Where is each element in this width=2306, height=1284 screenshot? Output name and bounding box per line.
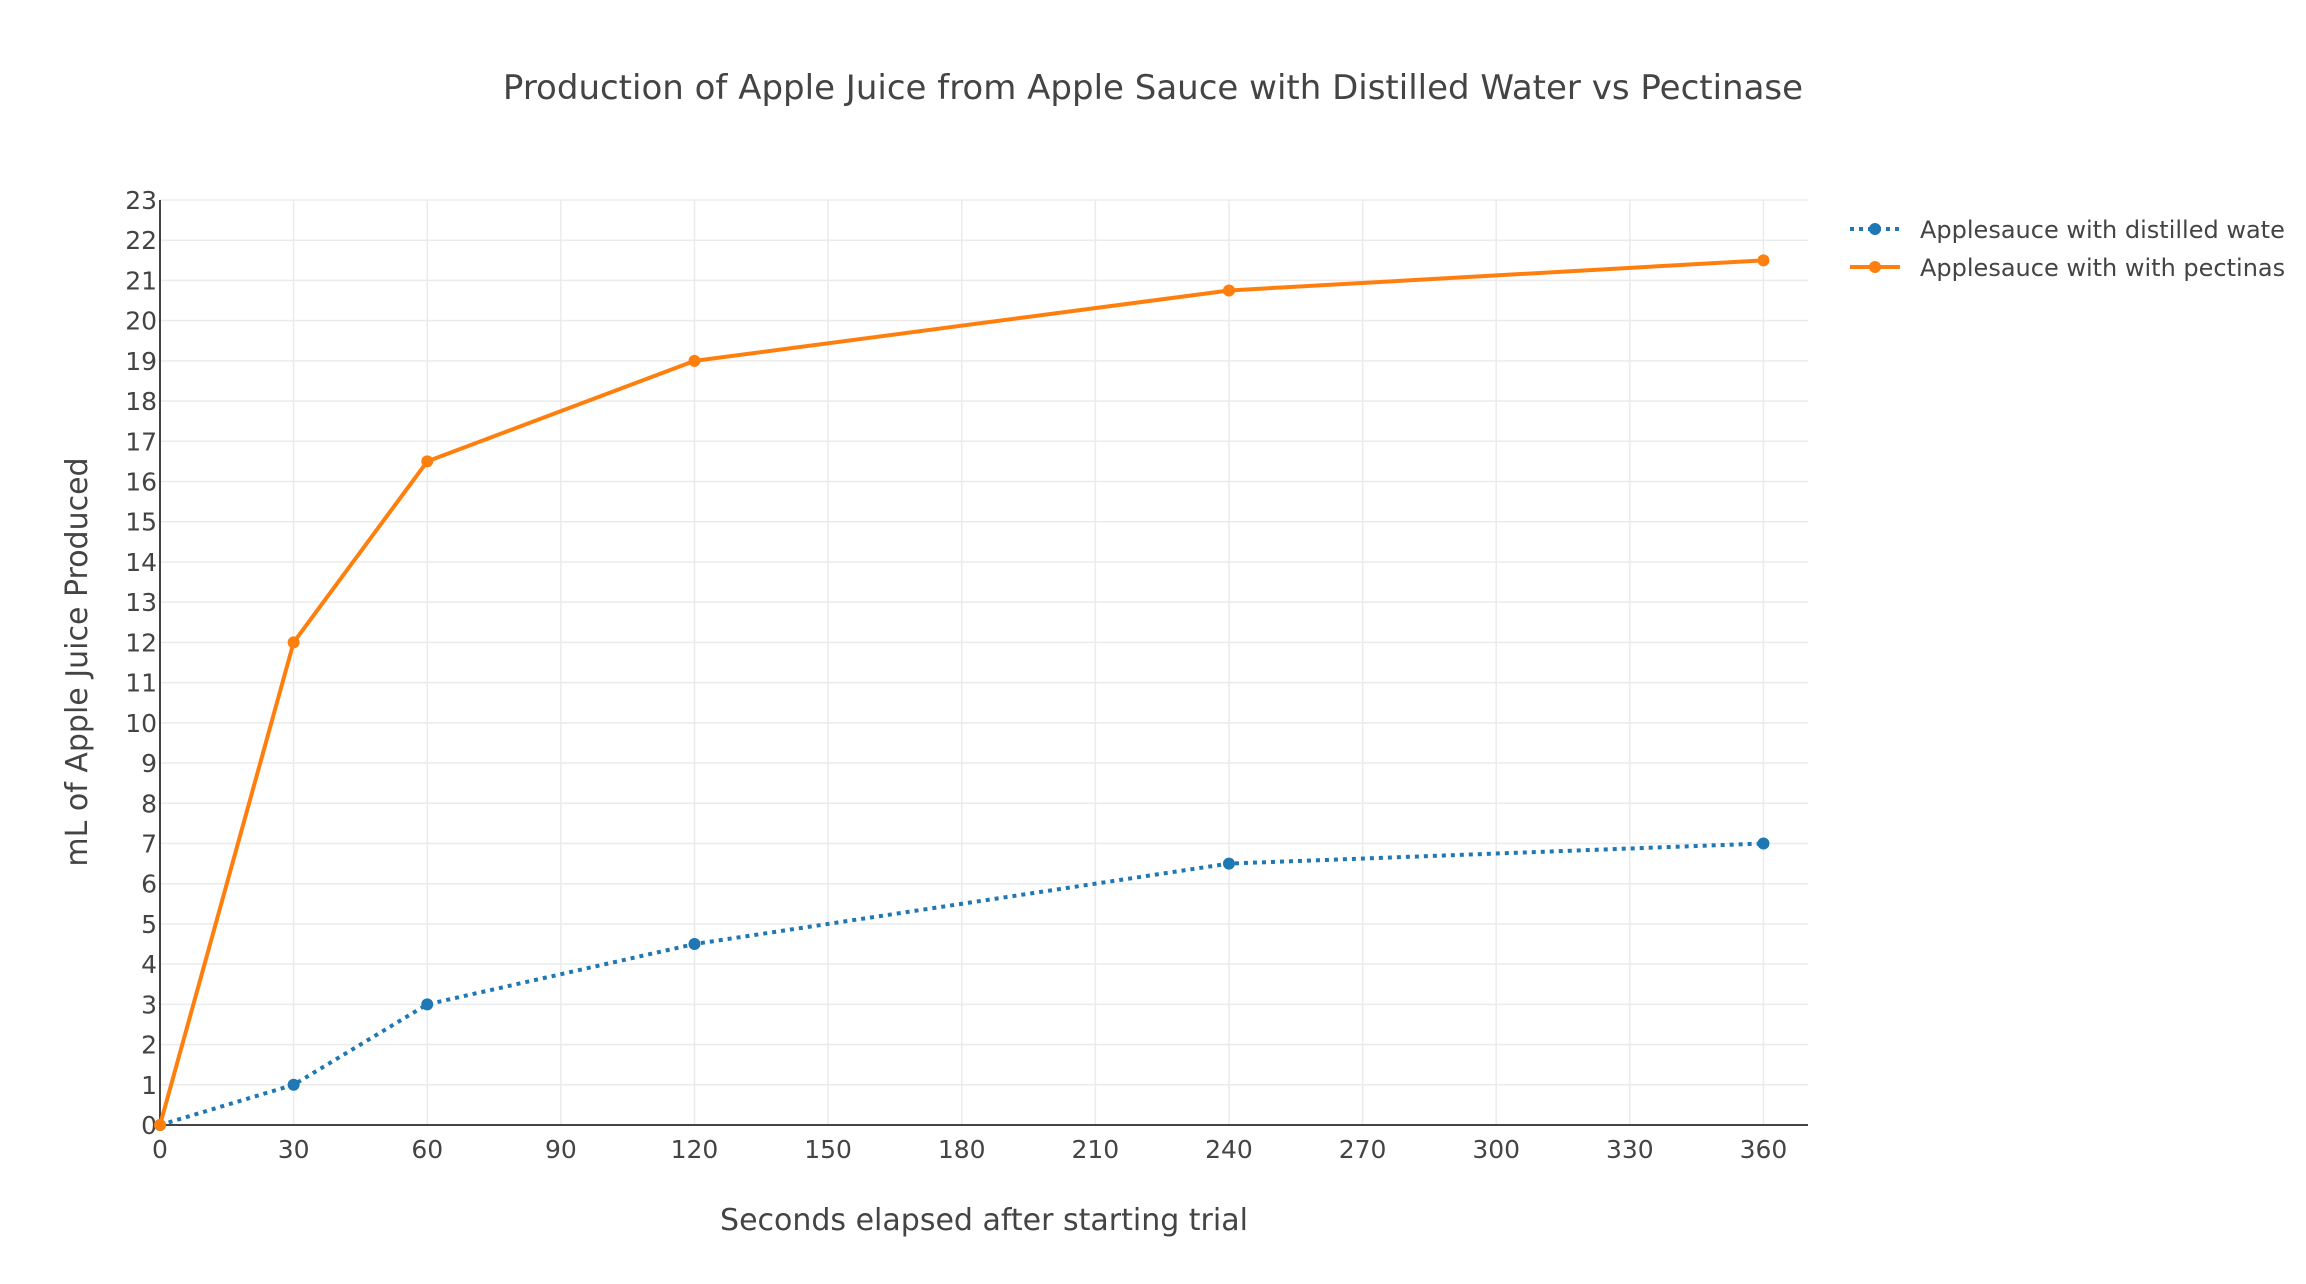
y-tick-label: 20 xyxy=(125,307,157,336)
y-tick-label: 6 xyxy=(141,870,157,899)
data-point[interactable] xyxy=(688,938,701,951)
data-point[interactable] xyxy=(1757,254,1770,267)
y-tick-label: 5 xyxy=(141,910,157,939)
x-tick-label: 180 xyxy=(938,1135,986,1164)
data-point[interactable] xyxy=(287,1078,300,1091)
data-point[interactable] xyxy=(1757,837,1770,850)
series-line xyxy=(159,841,1764,1127)
y-tick-label: 23 xyxy=(125,186,157,215)
y-tick-label: 0 xyxy=(141,1111,157,1140)
y-tick-label: 2 xyxy=(141,1031,157,1060)
y-tick-label: 18 xyxy=(125,387,157,416)
y-tick-label: 12 xyxy=(125,628,157,657)
x-gridlines xyxy=(292,200,1765,1125)
x-tick-label: 30 xyxy=(278,1135,310,1164)
data-point[interactable] xyxy=(1222,857,1235,870)
data-point[interactable] xyxy=(421,455,434,468)
y-tick-label: 17 xyxy=(125,427,157,456)
series-1 xyxy=(154,254,1770,1131)
legend-item-pectinase[interactable]: Applesauce with with pectinas xyxy=(1850,254,2285,282)
data-point[interactable] xyxy=(1222,284,1235,297)
series-layer xyxy=(154,254,1770,1131)
x-tick-label: 90 xyxy=(545,1135,577,1164)
y-tick-label: 22 xyxy=(125,226,157,255)
legend-swatch-marker xyxy=(1869,223,1881,235)
y-tick-label: 7 xyxy=(141,829,157,858)
legend-swatch-marker xyxy=(1869,261,1881,273)
legend-label-distilled-water: Applesauce with distilled wate xyxy=(1920,216,2285,244)
y-tick-label: 3 xyxy=(141,990,157,1019)
x-tick-label: 0 xyxy=(152,1135,168,1164)
y-tick-label: 10 xyxy=(125,709,157,738)
y-tick-label: 14 xyxy=(125,548,157,577)
x-axis-ticks: 0 30 60 90 120 150 180 210 240 270 300 330 360 xyxy=(152,1135,1787,1164)
x-tick-label: 360 xyxy=(1740,1135,1788,1164)
legend-item-distilled-water[interactable]: Applesauce with distilled wate xyxy=(1850,216,2285,244)
y-tick-label: 4 xyxy=(141,950,157,979)
y-tick-label: 21 xyxy=(125,266,157,295)
x-tick-label: 210 xyxy=(1071,1135,1119,1164)
y-tick-label: 16 xyxy=(125,468,157,497)
y-tick-label: 8 xyxy=(141,789,157,818)
x-tick-label: 150 xyxy=(804,1135,852,1164)
data-point[interactable] xyxy=(154,1119,166,1131)
x-tick-label: 240 xyxy=(1205,1135,1253,1164)
data-point[interactable] xyxy=(688,354,701,367)
legend-label-pectinase: Applesauce with with pectinas xyxy=(1920,254,2285,282)
data-point[interactable] xyxy=(421,998,434,1011)
x-tick-label: 270 xyxy=(1339,1135,1387,1164)
x-tick-label: 60 xyxy=(411,1135,443,1164)
y-gridlines xyxy=(160,199,1808,1086)
y-tick-label: 9 xyxy=(141,749,157,778)
y-tick-label: 11 xyxy=(125,669,157,698)
y-tick-label: 15 xyxy=(125,508,157,537)
x-tick-label: 330 xyxy=(1606,1135,1654,1164)
y-tick-label: 19 xyxy=(125,347,157,376)
x-axis-title: Seconds elapsed after starting trial xyxy=(720,1203,1248,1238)
y-tick-label: 1 xyxy=(141,1071,157,1100)
chart-title: Production of Apple Juice from Apple Sau… xyxy=(503,68,1803,108)
x-tick-label: 120 xyxy=(671,1135,719,1164)
y-tick-label: 13 xyxy=(125,588,157,617)
series-line xyxy=(158,258,1764,1126)
data-point[interactable] xyxy=(287,636,300,649)
legend: Applesauce with distilled wate Applesauc… xyxy=(1850,216,2285,282)
y-axis-title: mL of Apple Juice Produced xyxy=(60,457,95,866)
x-tick-label: 300 xyxy=(1472,1135,1520,1164)
